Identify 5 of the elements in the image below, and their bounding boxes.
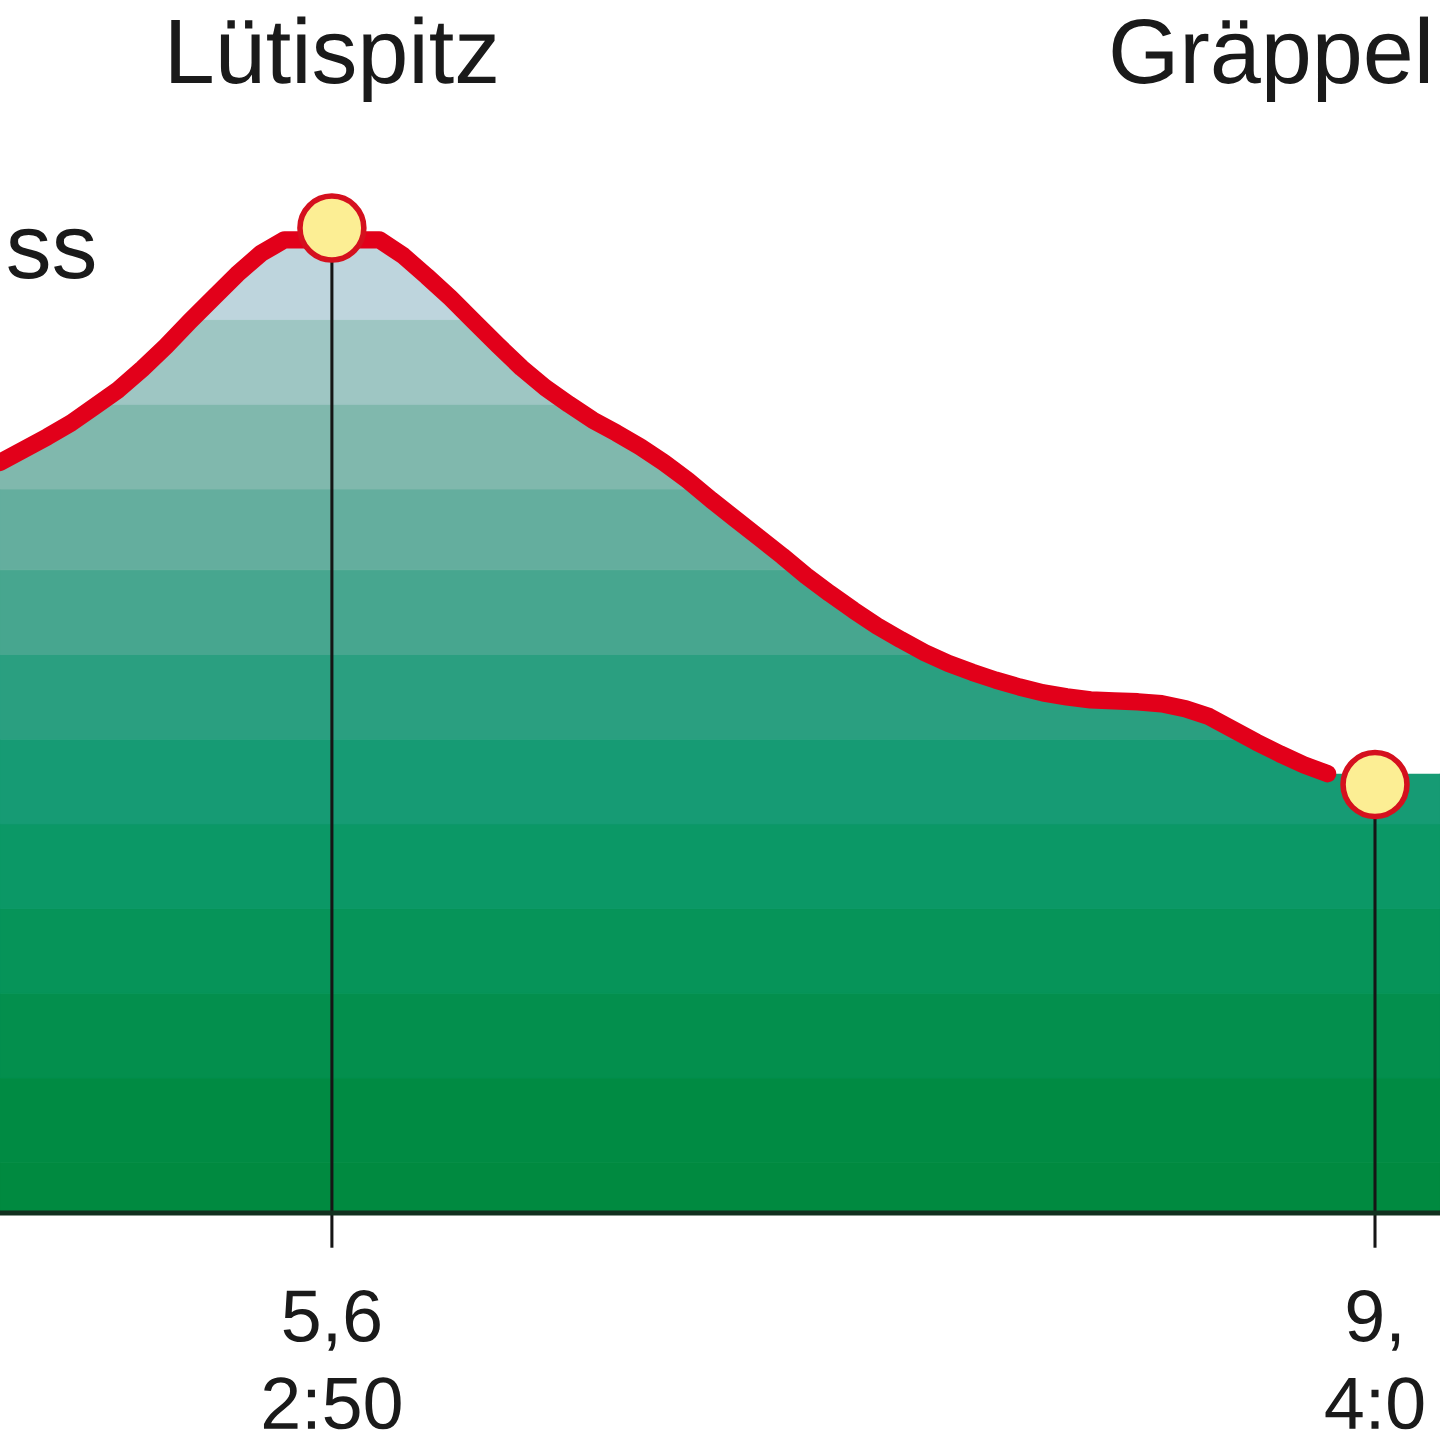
x-tick-label: 5,6 2:50 [263,1289,401,1430]
x-tick-label: 9, 4:0 [1325,1289,1424,1430]
annotation: ss [8,228,95,279]
text: Gräppel [1112,16,1428,103]
text: Lütispitz [171,16,496,103]
